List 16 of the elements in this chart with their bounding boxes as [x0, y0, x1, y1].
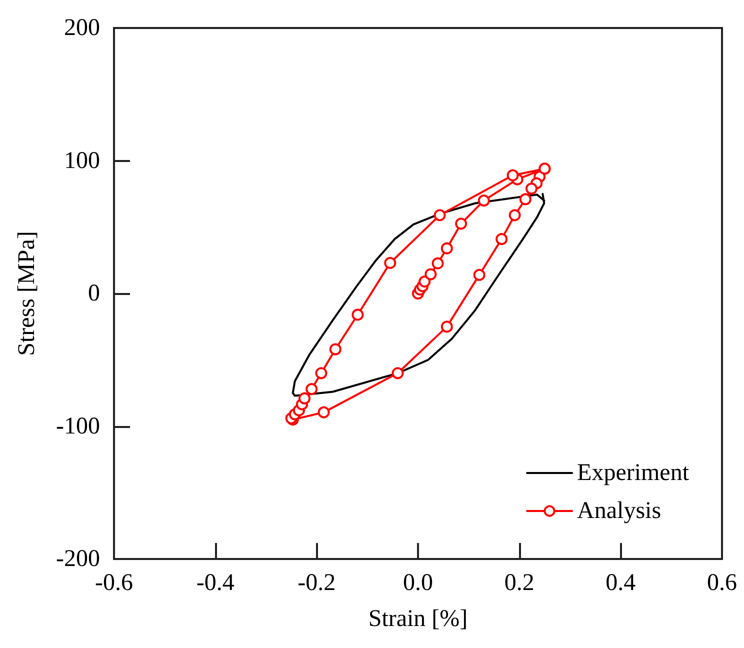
x-tick-label: -0.4: [196, 570, 234, 596]
y-axis-title: Stress [MPa]: [14, 231, 40, 356]
legend-label: Experiment: [577, 460, 690, 486]
x-axis-title: Strain [%]: [368, 606, 468, 632]
x-tick-label: -0.2: [298, 570, 336, 596]
x-tick-label: 0.0: [403, 570, 433, 596]
x-tick-label: 0.6: [707, 570, 737, 596]
x-tick-label: 0.2: [504, 570, 534, 596]
x-tick-label: 0.4: [606, 570, 636, 596]
y-tick-label: 0: [88, 280, 100, 306]
x-tick-label: -0.6: [95, 570, 133, 596]
legend-label: Analysis: [577, 498, 662, 524]
y-tick-label: 100: [64, 148, 100, 174]
y-tick-label: 200: [64, 15, 100, 41]
y-tick-label: -100: [56, 413, 100, 440]
y-tick-label: -200: [56, 546, 100, 572]
